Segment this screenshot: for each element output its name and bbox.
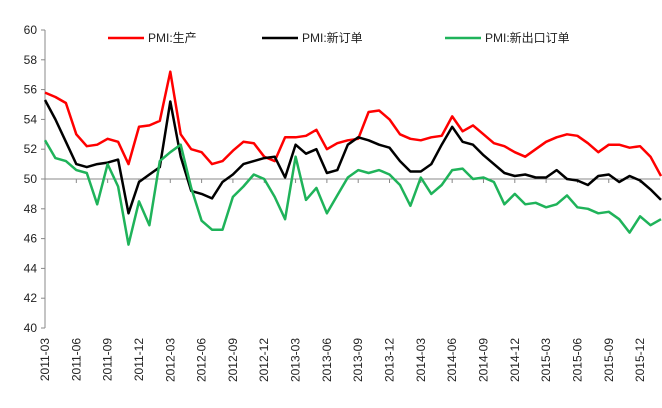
x-tick-label: 2015-12 [633,338,647,382]
x-tick-label: 2013-09 [351,338,365,382]
y-tick-label: 54 [24,112,38,126]
y-tick-label: 60 [24,23,38,37]
x-tick-label: 2013-06 [320,338,334,382]
x-tick-label: 2014-03 [414,338,428,382]
series-line [43,139,662,246]
legend-label: PMI:生产 [148,31,197,45]
x-tick-label: 2013-03 [289,338,303,382]
legend-label: PMI:新订单 [302,30,363,45]
x-tick-label: 2012-06 [195,338,209,382]
x-tick-label: 2011-12 [132,338,146,381]
x-tick-label: 2014-09 [476,338,490,382]
y-tick-label: 42 [24,291,38,305]
x-tick-label: 2012-09 [226,338,240,382]
series-line [43,99,662,215]
y-tick-label: 50 [24,172,38,186]
y-tick-label: 48 [24,202,38,216]
x-tick-label: 2011-06 [69,338,83,381]
y-tick-label: 58 [24,53,38,67]
x-tick-label: 2011-03 [38,338,52,381]
legend-label: PMI:新出口订单 [485,30,570,45]
x-tick-label: 2013-12 [383,338,397,382]
x-tick-label: 2011-09 [101,338,115,381]
x-tick-label: 2014-12 [508,338,522,382]
x-tick-label: 2012-12 [257,338,271,382]
x-tick-label: 2015-06 [570,338,584,382]
series-line [44,70,662,177]
x-tick-label: 2014-06 [445,338,459,382]
x-tick-label: 2012-03 [163,338,177,382]
y-tick-label: 52 [24,142,38,156]
y-tick-label: 56 [24,83,38,97]
x-tick-label: 2015-03 [539,338,553,382]
y-tick-label: 40 [24,321,38,335]
y-tick-label: 46 [24,232,38,246]
x-tick-label: 2015-09 [602,338,616,382]
y-tick-label: 44 [24,261,38,275]
